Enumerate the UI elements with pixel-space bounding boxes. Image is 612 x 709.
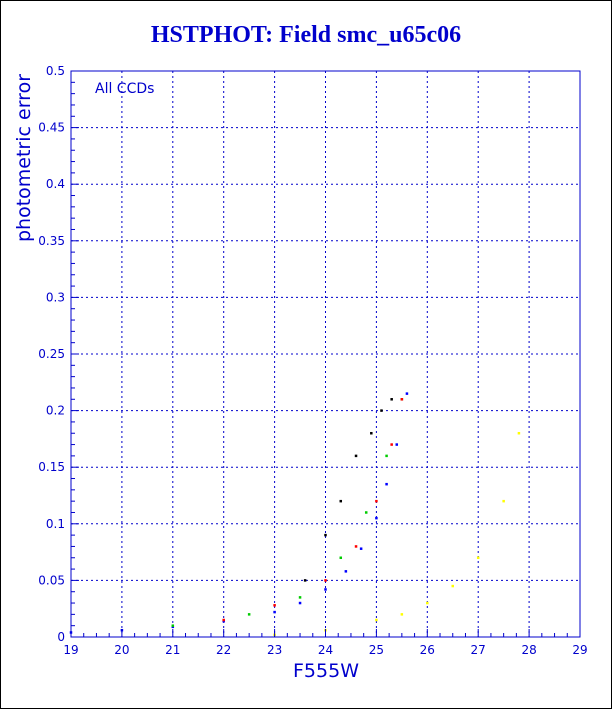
data-point — [273, 604, 276, 607]
data-points — [69, 392, 521, 636]
x-axis-label: F555W — [293, 660, 359, 682]
data-point — [247, 613, 251, 616]
data-point — [451, 584, 454, 588]
data-point — [339, 556, 343, 560]
x-tick-label: 29 — [572, 643, 587, 657]
x-tick-labels: 19 20 21 22 23 24 25 26 27 28 29 — [63, 629, 588, 657]
data-point — [273, 610, 276, 614]
y-tick-label: 0.25 — [38, 347, 65, 361]
data-point — [476, 556, 480, 560]
x-tick-label: 28 — [521, 643, 536, 657]
data-point — [324, 579, 327, 582]
data-point — [354, 545, 358, 548]
data-point — [380, 409, 383, 412]
data-point — [385, 482, 388, 486]
data-point — [395, 443, 399, 446]
y-tick-label: 0.4 — [46, 177, 65, 191]
data-point — [222, 618, 225, 622]
data-point — [390, 443, 393, 446]
y-tick-label: 0.45 — [38, 121, 65, 135]
data-point — [390, 398, 393, 401]
y-tick-label: 0.2 — [46, 404, 65, 418]
x-tick-label: 21 — [165, 643, 180, 657]
data-point — [370, 431, 373, 435]
data-point — [354, 454, 358, 458]
annotation-label: All CCDs — [95, 81, 154, 97]
x-tick-label: 26 — [420, 643, 435, 657]
series-points — [69, 392, 409, 634]
y-tick-label: 0 — [57, 630, 65, 644]
x-tick-label: 22 — [216, 643, 231, 657]
data-point — [400, 398, 404, 401]
series-points — [303, 398, 393, 582]
y-tick-label: 0.1 — [46, 517, 65, 531]
series-points — [222, 398, 404, 622]
x-tick-label: 24 — [318, 643, 333, 657]
x-tick-label: 27 — [471, 643, 486, 657]
data-point — [400, 613, 404, 616]
y-tick-label: 0.3 — [46, 290, 65, 304]
data-point — [517, 431, 521, 435]
data-point — [359, 547, 363, 550]
y-axis-label: photometric error — [13, 74, 35, 242]
y-tick-label: 0.15 — [38, 460, 65, 474]
data-point — [324, 588, 327, 591]
data-point — [426, 601, 429, 605]
series-points — [273, 431, 521, 636]
data-point — [385, 454, 388, 458]
data-point — [339, 499, 343, 503]
y-tick-label: 0.5 — [46, 64, 65, 78]
data-point — [303, 579, 307, 582]
data-point — [364, 511, 368, 514]
grid-lines — [71, 71, 580, 637]
data-point — [405, 392, 409, 395]
data-point — [298, 601, 302, 605]
data-point — [344, 570, 348, 573]
x-tick-label: 19 — [63, 643, 78, 657]
series-points — [171, 398, 404, 627]
y-tick-label: 0.05 — [38, 573, 65, 587]
data-point — [375, 499, 378, 503]
y-tick-label: 0.35 — [38, 234, 65, 248]
x-tick-label: 25 — [369, 643, 384, 657]
data-point — [375, 618, 378, 622]
data-point — [324, 533, 327, 537]
x-tick-label: 23 — [267, 643, 282, 657]
x-tick-label: 20 — [114, 643, 129, 657]
data-point — [298, 596, 302, 599]
chart-title: HSTPHOT: Field smc_u65c06 — [150, 22, 462, 48]
data-point — [502, 499, 505, 503]
y-tick-labels: 0 0.05 0.1 0.15 0.2 0.25 0.3 0.35 0.4 0.45 0.5 — [38, 64, 79, 644]
data-point — [375, 516, 378, 520]
data-point — [171, 624, 175, 627]
